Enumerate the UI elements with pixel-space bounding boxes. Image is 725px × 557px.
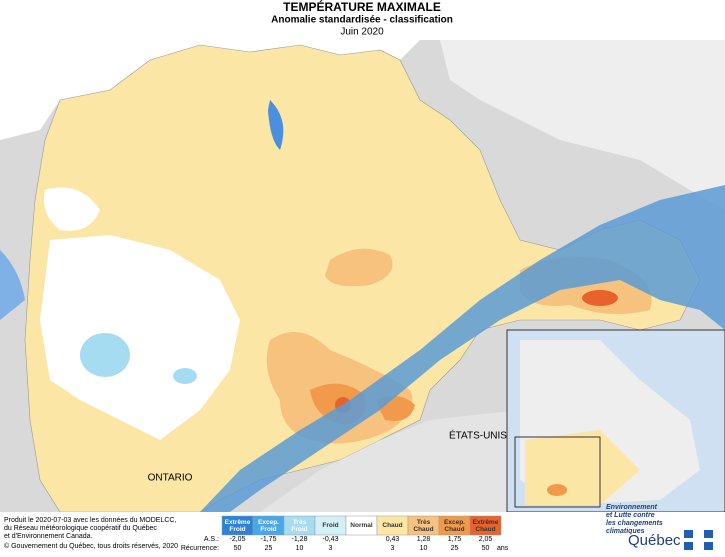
usa xyxy=(260,410,560,512)
copyright: © Gouvernement du Québec, tous droits ré… xyxy=(4,542,178,550)
recurrence-label: Récurrence: xyxy=(181,545,219,552)
as-value: 2,05 xyxy=(479,536,493,543)
logo-flag xyxy=(684,530,693,538)
date: Juin 2020 xyxy=(340,27,384,38)
recurrence-value: 3 xyxy=(329,545,333,552)
normal-zone xyxy=(40,235,240,440)
lake xyxy=(268,100,284,150)
as-value: -0,43 xyxy=(323,536,339,543)
legend-label: Très Chaud xyxy=(413,519,433,533)
recurrence-value: 10 xyxy=(420,545,428,552)
legend-label: Froid xyxy=(322,522,338,529)
north-land xyxy=(0,40,420,140)
ministry-line: Environnement xyxy=(606,504,658,511)
footer: Produit le 2020-07-03 avec les données d… xyxy=(4,517,178,550)
as-value: 1,28 xyxy=(417,536,431,543)
warm-zone xyxy=(325,248,393,287)
legend-label: Très Froid xyxy=(291,519,307,533)
title: TEMPÉRATURE MAXIMALE xyxy=(283,0,441,14)
saint-lawrence xyxy=(200,185,725,512)
footer-line: du Réseau météorologique coopératif du Q… xyxy=(4,525,157,532)
ministry-line: les changements xyxy=(606,520,663,527)
legend-label: Extrême Froid xyxy=(225,519,251,533)
footer-line: et d'Environnement Canada. xyxy=(4,533,93,540)
inset-warm xyxy=(547,484,567,496)
labrador xyxy=(440,40,725,210)
legend-label: Chaud xyxy=(382,522,402,529)
as-value: -1,28 xyxy=(292,536,308,543)
legend-label: Excep. Chaud xyxy=(444,519,465,533)
recurrence-value: 50 xyxy=(234,545,242,552)
ministry-line: climatiques xyxy=(606,528,645,535)
normal-zone xyxy=(44,187,100,231)
recurrence-value: 50 xyxy=(482,545,490,552)
ministry-line: et Lutte contre xyxy=(606,512,655,519)
logo-flag xyxy=(704,530,713,538)
as-label: A.S.: xyxy=(204,536,219,543)
recurrence-value: 10 xyxy=(296,545,304,552)
province-label: ONTARIO xyxy=(148,473,193,484)
as-value: -2,05 xyxy=(230,536,246,543)
legend-label: Normal xyxy=(350,522,373,529)
logo-name: Québec xyxy=(628,532,681,549)
logo-flag xyxy=(684,542,693,550)
as-value: 0,43 xyxy=(386,536,400,543)
as-value: 1,75 xyxy=(448,536,462,543)
legend-label: Excep. Froid xyxy=(258,519,279,533)
legend-label: Extrême Chaud xyxy=(473,519,499,533)
map: ÉTATS-UNIS ONTARIO xyxy=(0,40,725,513)
recurrence-value: 25 xyxy=(451,545,459,552)
recurrence-value: 3 xyxy=(391,545,395,552)
cold-zone xyxy=(173,368,197,384)
subtitle: Anomalie standardisée - classification xyxy=(271,15,453,26)
legend-swatch xyxy=(469,515,502,536)
logo-flag xyxy=(704,542,713,550)
hot-zone xyxy=(582,290,618,306)
recurrence-unit: ans xyxy=(497,545,509,552)
footer-line: Produit le 2020-07-03 avec les données d… xyxy=(4,517,176,524)
recurrence-value: 25 xyxy=(265,545,273,552)
inset-frame xyxy=(514,436,601,508)
country-label: ÉTATS-UNIS xyxy=(449,429,507,442)
as-value: -1,75 xyxy=(261,536,277,543)
cold-zone xyxy=(80,333,130,377)
james-bay xyxy=(0,250,25,320)
legend: Extrême Froid Excep. Froid Très Froid Froid Nor… xyxy=(181,515,509,552)
